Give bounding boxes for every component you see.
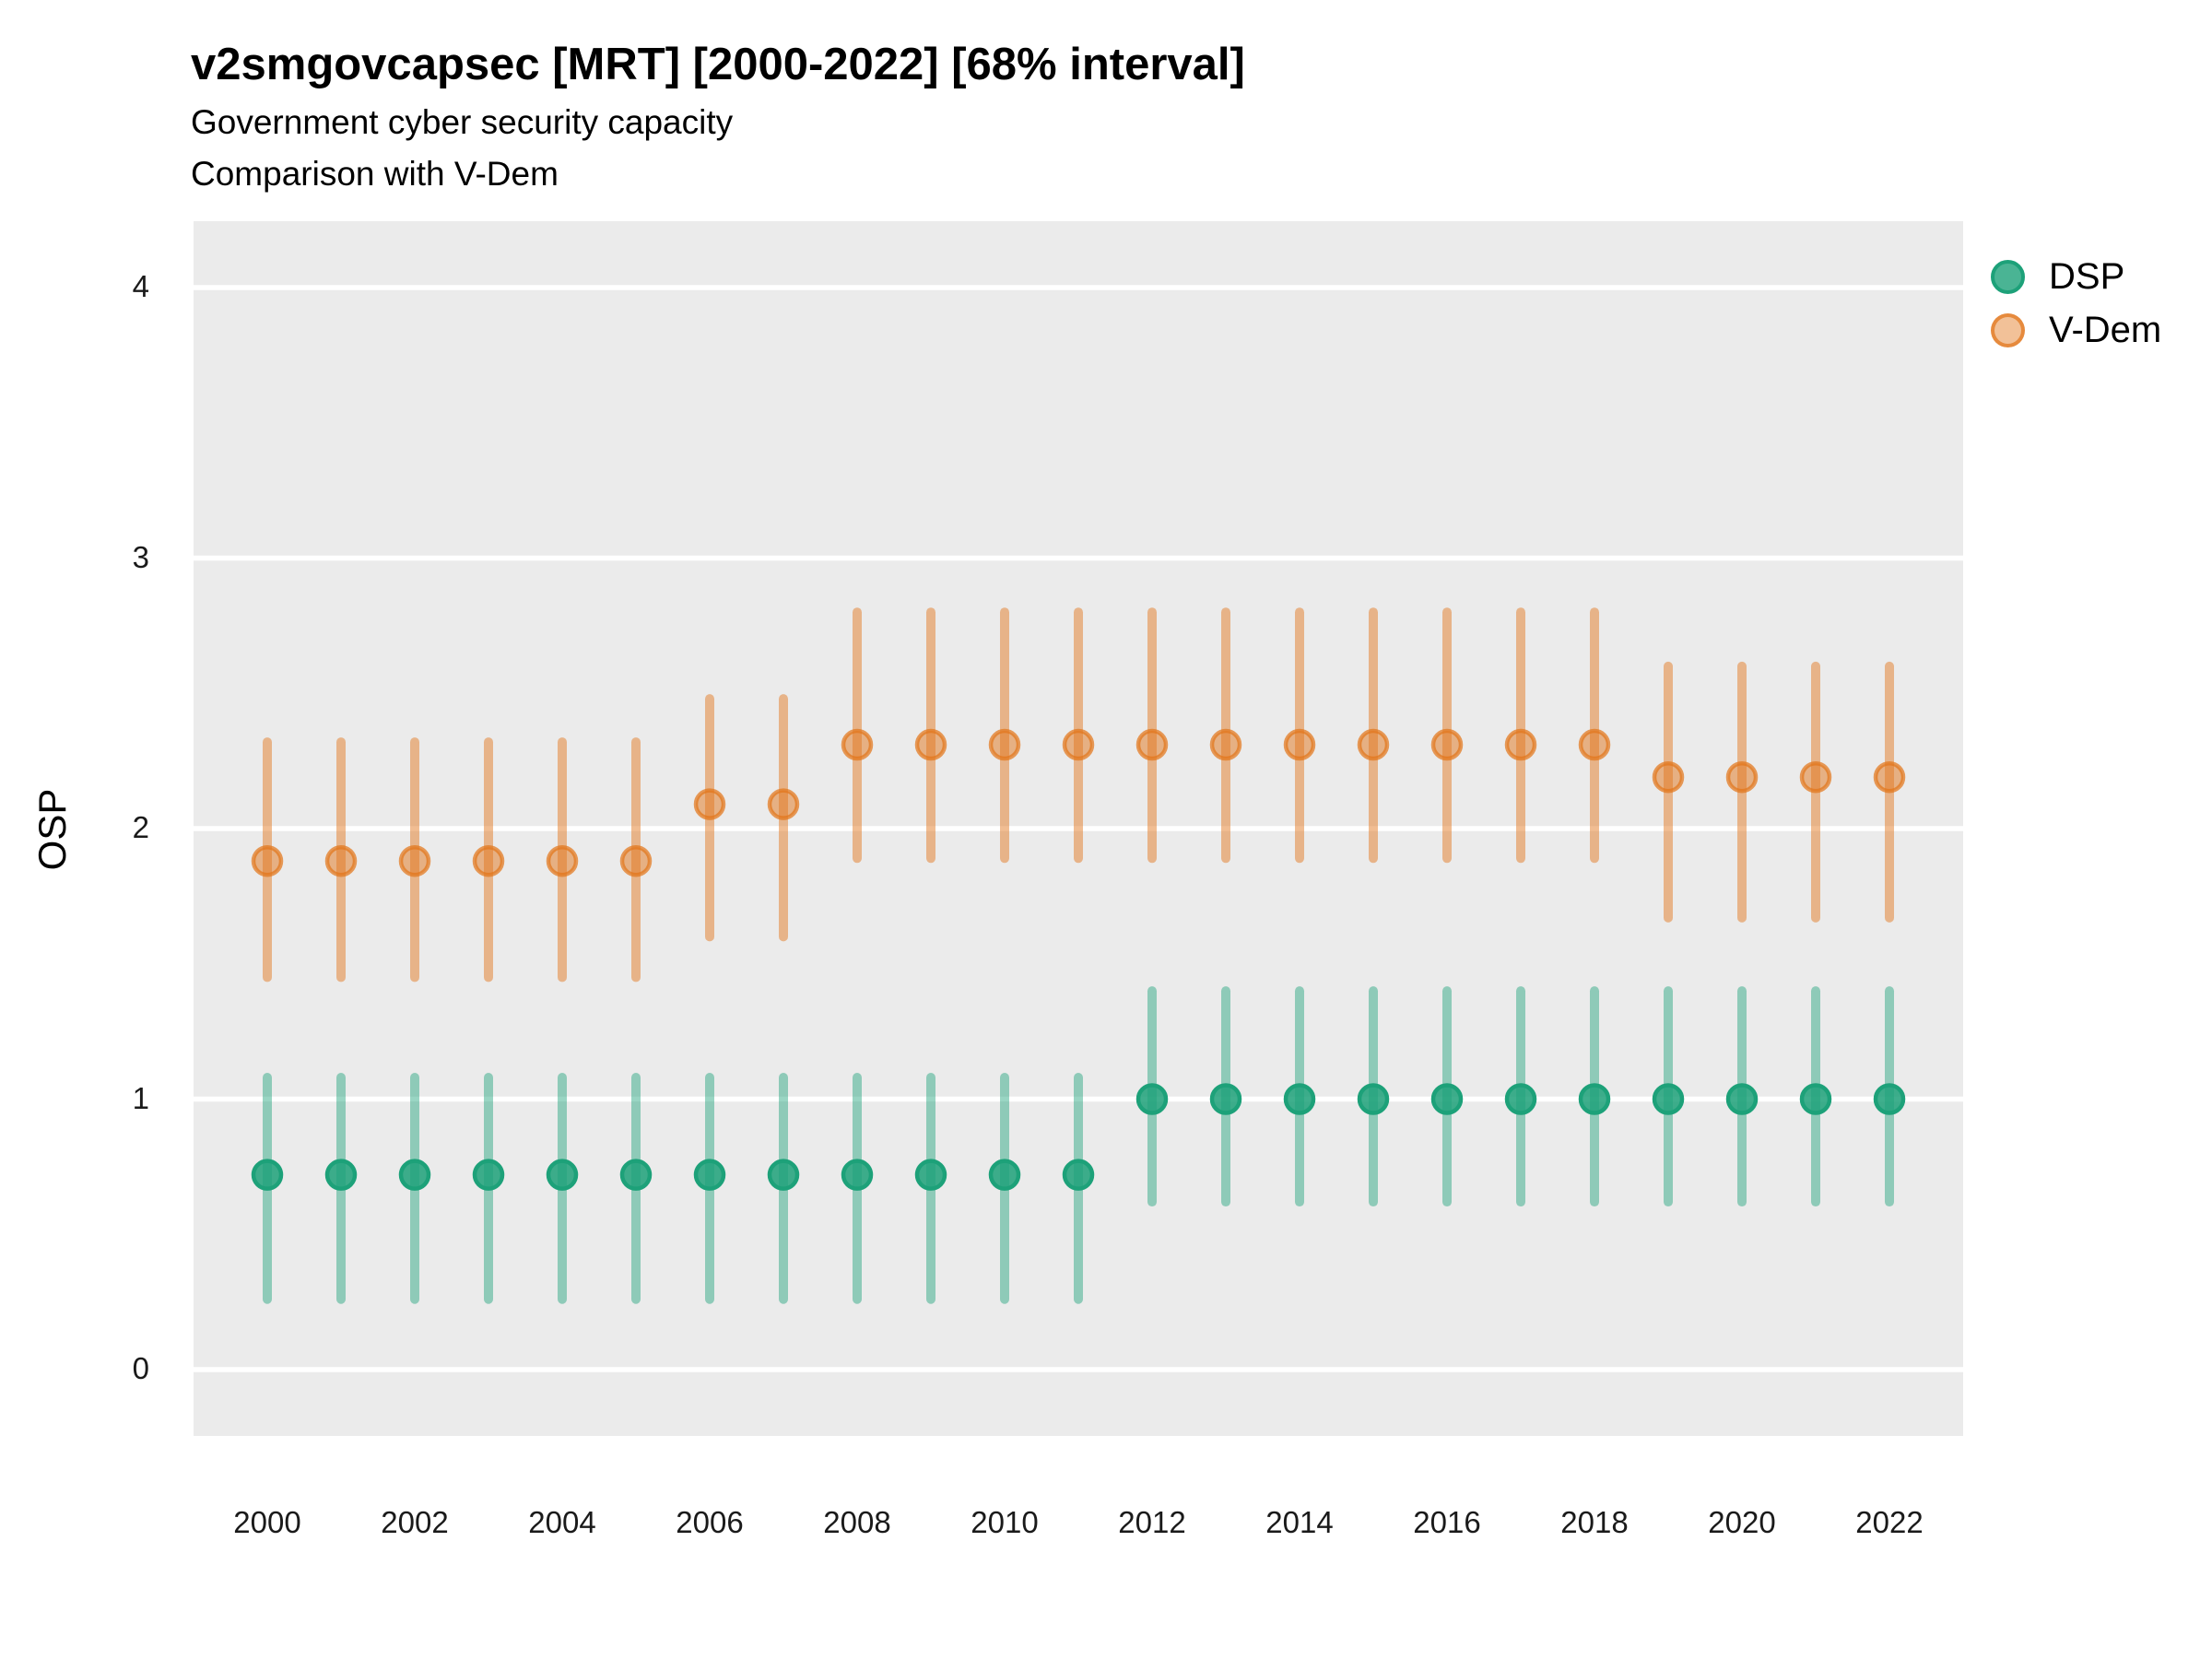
- dsp-point: [1578, 1083, 1611, 1115]
- vdem-point: [546, 844, 579, 877]
- dsp-point: [1135, 1083, 1169, 1115]
- vdem-point-icon: [1991, 312, 2025, 347]
- vdem-point: [1725, 760, 1759, 794]
- x-axis-tick-label: 2002: [381, 1505, 449, 1539]
- dsp-point: [1430, 1083, 1464, 1115]
- dsp-point: [619, 1159, 653, 1191]
- dsp-point: [251, 1159, 284, 1191]
- vdem-point: [1135, 728, 1169, 761]
- legend-item-dsp: DSP: [1991, 256, 2161, 297]
- dsp-point: [841, 1159, 874, 1191]
- x-axis-tick-label: 2014: [1265, 1505, 1334, 1539]
- dsp-point: [988, 1159, 1021, 1191]
- y-axis-tick-label: 0: [132, 1351, 149, 1386]
- vdem-point: [693, 788, 726, 820]
- x-axis-tick-label: 2020: [1708, 1505, 1776, 1539]
- chart-panel: [194, 221, 1963, 1436]
- vdem-point: [767, 788, 800, 820]
- dsp-point: [324, 1159, 358, 1191]
- vdem-point: [1357, 728, 1390, 761]
- x-axis-tick-label: 2008: [823, 1505, 891, 1539]
- vdem-point: [1283, 728, 1316, 761]
- y-axis-tick-label: 4: [132, 269, 149, 304]
- y-axis-tick-label: 1: [132, 1080, 149, 1115]
- x-axis-tick-label: 2006: [676, 1505, 744, 1539]
- vdem-point: [914, 728, 947, 761]
- legend-item-vdem: V-Dem: [1991, 310, 2161, 350]
- x-axis-tick-label: 2016: [1413, 1505, 1481, 1539]
- vdem-point: [1873, 760, 1906, 794]
- legend-label-vdem: V-Dem: [2049, 309, 2162, 350]
- vdem-point: [988, 728, 1021, 761]
- dsp-point: [472, 1159, 505, 1191]
- page-subtitle-line2: Comparison with V-Dem: [191, 155, 559, 193]
- vdem-point: [1209, 728, 1242, 761]
- dsp-point: [1357, 1083, 1390, 1115]
- legend: DSP V-Dem: [1991, 256, 2161, 363]
- dsp-point: [398, 1159, 431, 1191]
- x-axis-tick-label: 2012: [1118, 1505, 1186, 1539]
- dsp-point: [767, 1159, 800, 1191]
- page-title: v2smgovcapsec [MRT] [2000-2022] [68% int…: [191, 40, 1245, 89]
- dsp-point: [1799, 1083, 1832, 1115]
- dsp-point: [1725, 1083, 1759, 1115]
- vdem-point: [1430, 728, 1464, 761]
- vdem-point: [324, 844, 358, 877]
- vdem-point: [619, 844, 653, 877]
- dsp-point: [1504, 1083, 1537, 1115]
- dsp-point-icon: [1991, 259, 2025, 294]
- dsp-point: [1283, 1083, 1316, 1115]
- y-axis-tick-label: 3: [132, 539, 149, 574]
- x-axis-tick-label: 2004: [528, 1505, 596, 1539]
- vdem-point: [841, 728, 874, 761]
- x-axis-tick-label: 2000: [233, 1505, 301, 1539]
- vdem-point: [1062, 728, 1095, 761]
- page-subtitle-line1: Government cyber security capacity: [191, 103, 734, 141]
- vdem-point: [1799, 760, 1832, 794]
- dsp-point: [1209, 1083, 1242, 1115]
- vdem-point: [398, 844, 431, 877]
- vdem-point: [1652, 760, 1685, 794]
- x-axis-tick-label: 2022: [1855, 1505, 1924, 1539]
- dsp-point: [1062, 1159, 1095, 1191]
- vdem-point: [251, 844, 284, 877]
- dsp-point: [693, 1159, 726, 1191]
- x-axis-tick-label: 2010: [971, 1505, 1039, 1539]
- dsp-point: [546, 1159, 579, 1191]
- x-axis-tick-label: 2018: [1560, 1505, 1629, 1539]
- legend-label-dsp: DSP: [2049, 255, 2125, 297]
- y-axis-tick-label: 2: [132, 810, 149, 845]
- vdem-point: [472, 844, 505, 877]
- dsp-point: [1873, 1083, 1906, 1115]
- dsp-point: [914, 1159, 947, 1191]
- vdem-point: [1504, 728, 1537, 761]
- dsp-point: [1652, 1083, 1685, 1115]
- vdem-point: [1578, 728, 1611, 761]
